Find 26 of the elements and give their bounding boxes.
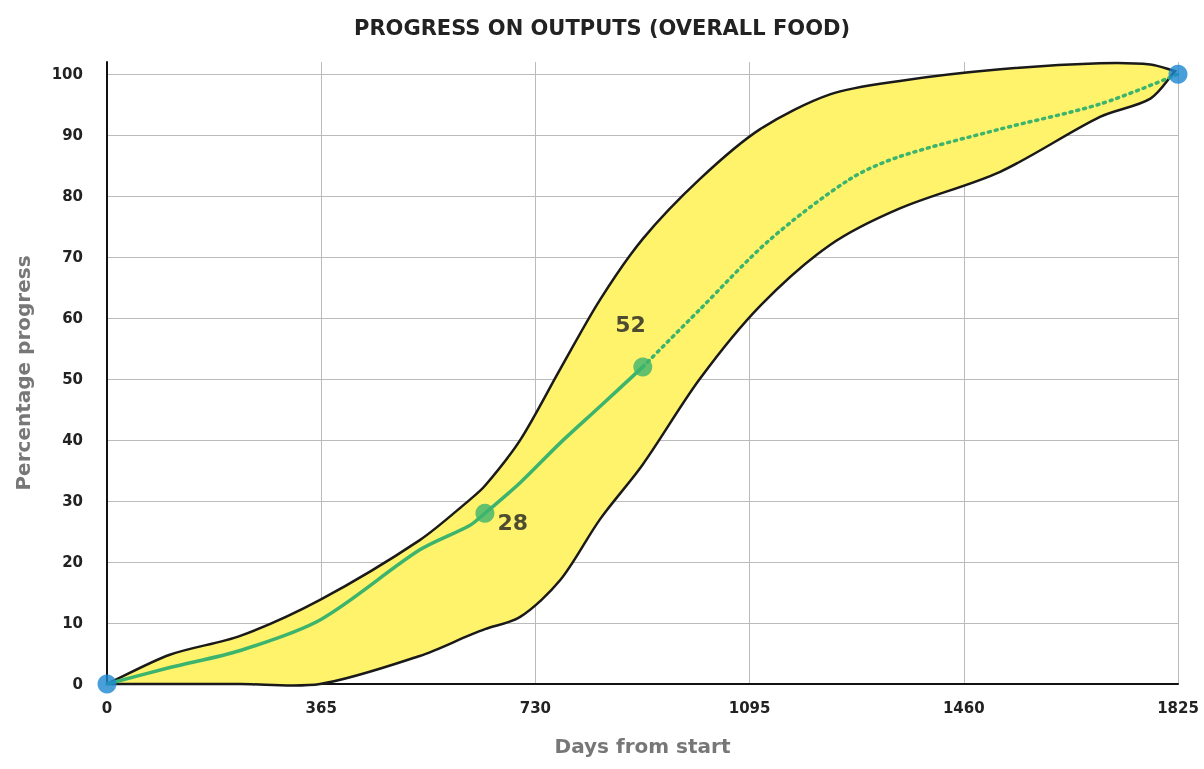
y-tick-label: 60 [62,309,83,328]
y-tick-label: 30 [62,492,83,511]
x-tick-label: 0 [101,698,113,717]
y-axis-title: Percentage progress [11,255,35,491]
x-tick-label: 1460 [942,698,985,717]
point [633,357,653,377]
data-label: 28 [497,510,529,536]
y-tick-label: 0 [72,675,83,693]
y-tick-label: 20 [62,553,83,572]
point [475,503,495,523]
y-tick-label: 90 [62,126,83,145]
data-label: 52 [615,311,646,337]
x-axis-title: Days from start [554,734,731,758]
point [97,674,117,694]
y-tick-label: 100 [51,65,83,84]
y-tick-label: 50 [62,370,83,389]
x-tick-label: 365 [305,698,337,717]
x-tick-label: 730 [519,698,552,717]
point [1168,64,1188,84]
y-tick-label: 70 [62,248,83,267]
x-tick-label: 1095 [728,698,771,717]
x-tick-label: 1825 [1157,698,1199,717]
y-tick-label: 80 [62,187,83,206]
y-tick-label: 40 [62,431,83,450]
chart-title: PROGRESS ON OUTPUTS (OVERALL FOOD) [353,15,851,40]
y-tick-label: 10 [62,614,83,633]
